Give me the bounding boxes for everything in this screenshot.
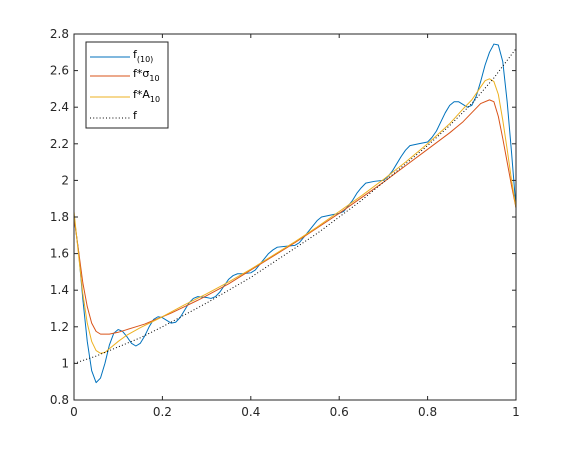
series-line-2 xyxy=(73,99,517,335)
y-tick-label: 0.8 xyxy=(50,393,69,407)
plot-lines xyxy=(73,43,517,384)
legend-box xyxy=(85,41,169,129)
axis-tick-labels: 0 0.2 0.4 0.6 0.8 1 0.8 1 1.2 1.4 1.6 1.8 2 2.2 2.4 2.6… xyxy=(50,27,520,419)
y-tick-label: 2.4 xyxy=(50,100,69,114)
x-tick-label: 0 xyxy=(70,405,78,419)
y-tick-label: 2.6 xyxy=(50,64,69,78)
x-tick-label: 0.2 xyxy=(153,405,172,419)
y-tick-label: 2 xyxy=(61,173,69,187)
x-tick-label: 0.8 xyxy=(418,405,437,419)
axis-ticks xyxy=(73,33,517,401)
legend-label-3: f*A10 xyxy=(133,88,160,104)
legend-label-1: f(10) xyxy=(133,48,153,64)
y-tick-label: 2.2 xyxy=(50,137,69,151)
x-tick-label: 0.4 xyxy=(241,405,260,419)
y-tick-label: 1.8 xyxy=(50,210,69,224)
legend-label-4: f xyxy=(133,109,138,122)
y-tick-label: 1 xyxy=(61,356,69,370)
legend: f(10) f*σ10 f*A10 f xyxy=(85,41,169,129)
y-tick-label: 2.8 xyxy=(50,27,69,41)
series-line-3 xyxy=(73,78,517,354)
y-tick-label: 1.4 xyxy=(50,283,69,297)
x-tick-label: 1 xyxy=(512,405,520,419)
legend-label-2: f*σ10 xyxy=(133,67,160,83)
y-tick-label: 1.2 xyxy=(50,320,69,334)
x-tick-label: 0.6 xyxy=(330,405,349,419)
y-tick-label: 1.6 xyxy=(50,247,69,261)
series-line-1 xyxy=(73,43,517,384)
series-line-4 xyxy=(73,48,517,364)
